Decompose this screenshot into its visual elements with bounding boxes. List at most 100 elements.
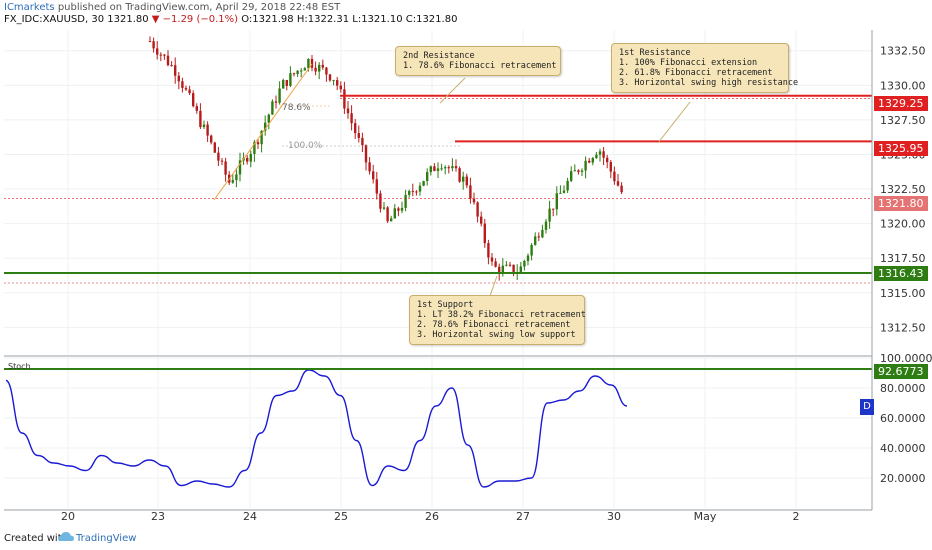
candle-body — [310, 58, 314, 68]
publish-header: ICmarkets published on TradingView.com, … — [4, 2, 340, 13]
y-tick-label: 1315.00 — [880, 287, 926, 300]
candle-body — [260, 130, 263, 145]
candle-body — [552, 208, 555, 210]
y-tick-label: 1322.50 — [880, 183, 926, 196]
candle-body — [580, 170, 584, 172]
main-pane-grid — [4, 30, 872, 508]
candle-body — [602, 151, 605, 158]
candle-body — [400, 207, 404, 211]
candle-body — [307, 58, 310, 69]
candle-body — [184, 87, 188, 90]
stoch-label: Stoch — [8, 362, 31, 371]
created-with-text: Created with — [4, 533, 68, 544]
x-tick-label: 25 — [334, 510, 348, 523]
candle-body — [148, 41, 152, 43]
candle-body — [598, 151, 602, 155]
callout-line: 3. Horizontal swing high resistance — [619, 78, 799, 88]
callout-line: 2. 61.8% Fibonacci retracement — [619, 68, 773, 78]
candle-body — [490, 257, 494, 262]
candle-body — [166, 55, 170, 66]
callout-2nd-resistance[interactable]: 2nd Resistance 1. 78.6% Fibonacci retrac… — [395, 46, 561, 76]
callout-title: 2nd Resistance — [403, 51, 475, 61]
y-tick-label: 1330.00 — [880, 79, 926, 92]
callout-1st-support[interactable]: 1st Support 1. LT 38.2% Fibonacci retrac… — [409, 295, 586, 345]
fib-label-upper: 78.6% — [282, 103, 311, 113]
candle-body — [555, 193, 558, 210]
candle-body — [177, 75, 180, 82]
candle-body — [440, 168, 443, 170]
candle-body — [346, 108, 350, 114]
x-tick-label: 24 — [243, 510, 257, 523]
candle-body — [246, 157, 249, 162]
callout-title: 1st Resistance — [619, 48, 691, 58]
candle-body — [573, 170, 576, 172]
candle-body — [368, 162, 371, 172]
candle-body — [512, 264, 515, 274]
x-tick-label: 23 — [151, 510, 165, 523]
tradingview-link[interactable]: TradingView — [76, 533, 137, 544]
candle-body — [447, 167, 450, 169]
candle-body — [289, 73, 292, 86]
x-tick-label: 20 — [61, 510, 75, 523]
candle-body — [472, 198, 476, 203]
candle-body — [210, 135, 213, 143]
footer: Created with TradingView — [0, 526, 932, 550]
price-tag-last: 1321.80 — [874, 196, 928, 211]
candle-body — [544, 221, 548, 230]
callout-line: 2. 78.6% Fibonacci retracement — [417, 320, 571, 330]
candle-body — [588, 160, 591, 163]
candle-body — [465, 176, 468, 186]
candle-body — [314, 67, 317, 72]
candle-body — [318, 64, 321, 72]
candle-body — [526, 255, 530, 261]
candle-body — [444, 167, 447, 169]
candle-body — [537, 236, 540, 238]
ohlc-values: O:1321.98 H:1322.31 L:1321.10 C:1321.80 — [238, 14, 458, 25]
candle-body — [285, 80, 288, 86]
candle-body — [163, 54, 166, 56]
candle-body — [483, 223, 486, 244]
x-tick-label: 2 — [793, 510, 800, 523]
callout-1st-resistance[interactable]: 1st Resistance 1. 100% Fibonacci extensi… — [611, 43, 799, 93]
stoch-y-tick-label: 100.0000 — [880, 352, 932, 365]
candle-body — [613, 171, 616, 182]
candle-body — [433, 166, 436, 171]
candle-body — [354, 123, 357, 134]
candle-body — [501, 265, 504, 273]
candle-body — [296, 70, 299, 75]
candle-body — [278, 88, 281, 103]
stoch-d-button[interactable]: D — [860, 399, 874, 415]
candle-body — [267, 114, 270, 123]
candle-body — [321, 64, 324, 68]
candle-body — [181, 81, 184, 88]
candle-body — [609, 162, 612, 172]
candle-body — [469, 185, 472, 199]
price-tag-stoch-level: 92.6773 — [874, 364, 928, 379]
candle-body — [451, 166, 454, 169]
candle-body — [379, 193, 382, 209]
candle-body — [282, 80, 285, 89]
candles — [148, 36, 623, 281]
candle-body — [562, 190, 566, 193]
candle-body — [253, 142, 256, 154]
candle-body — [508, 264, 512, 266]
y-tick-label: 1320.00 — [880, 218, 926, 231]
candle-body — [195, 106, 198, 111]
candle-body — [523, 260, 526, 267]
y-tick-label: 1332.50 — [880, 45, 926, 58]
candle-body — [498, 266, 501, 273]
candle-body — [591, 158, 594, 163]
candle-body — [364, 145, 368, 163]
candle-body — [188, 89, 191, 94]
candle-body — [415, 191, 418, 193]
brand-link[interactable]: ICmarkets — [4, 2, 55, 13]
candle-body — [328, 74, 332, 81]
candle-body — [224, 161, 227, 175]
candle-body — [534, 236, 537, 245]
candle-body — [249, 153, 252, 162]
candle-body — [357, 133, 360, 138]
candle-body — [206, 124, 209, 136]
candle-body — [256, 142, 260, 145]
candle-body — [375, 179, 378, 194]
